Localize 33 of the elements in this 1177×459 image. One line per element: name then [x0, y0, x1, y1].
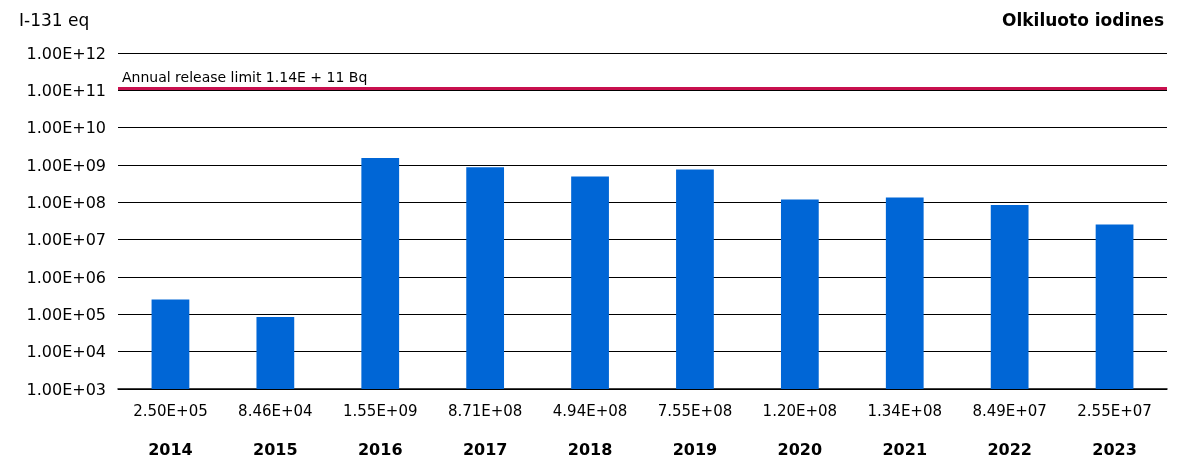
- data-label: 4.94E+08: [552, 401, 628, 420]
- data-label: 7.55E+08: [657, 401, 733, 420]
- x-tick-label: 2016: [357, 439, 403, 459]
- x-tick-label: 2019: [672, 439, 718, 459]
- y-tick-label: 1.00E+12: [26, 43, 106, 63]
- x-tick-label: 2014: [148, 439, 193, 459]
- x-tick-label: 2015: [253, 439, 298, 459]
- y-tick-label: 1.00E+04: [26, 342, 106, 362]
- data-label: 8.49E+07: [972, 401, 1047, 420]
- data-label: 2.55E+07: [1077, 401, 1152, 420]
- data-label: 1.55E+09: [342, 401, 418, 420]
- x-tick-label: 2021: [882, 439, 928, 459]
- data-label: 8.71E+08: [447, 401, 523, 420]
- y-axis-title: I-131 eq: [19, 9, 90, 30]
- x-tick-label: 2023: [1092, 439, 1137, 459]
- y-tick-label: 1.00E+10: [26, 118, 106, 138]
- chart-title: Olkiluoto iodines: [1002, 9, 1164, 30]
- y-tick-label: 1.00E+11: [26, 80, 106, 100]
- ref-line-label: Annual release limit 1.14E + 11 Bq: [122, 69, 368, 86]
- x-tick-label: 2017: [462, 439, 508, 459]
- y-tick-label: 1.00E+08: [26, 192, 106, 212]
- y-tick-label: 1.00E+05: [26, 304, 106, 324]
- data-label: 1.34E+08: [867, 401, 943, 420]
- x-tick-label: 2020: [777, 439, 823, 459]
- y-tick-label: 1.00E+09: [26, 155, 106, 175]
- data-label: 8.46E+04: [238, 401, 313, 420]
- y-tick-label: 1.00E+07: [26, 230, 106, 250]
- x-tick-label: 2022: [987, 439, 1032, 459]
- y-tick-label: 1.00E+06: [26, 267, 106, 287]
- data-label: 2.50E+05: [133, 401, 208, 420]
- x-tick-label: 2018: [567, 439, 613, 459]
- data-label: 1.20E+08: [762, 401, 838, 420]
- y-tick-label: 1.00E+03: [26, 379, 106, 399]
